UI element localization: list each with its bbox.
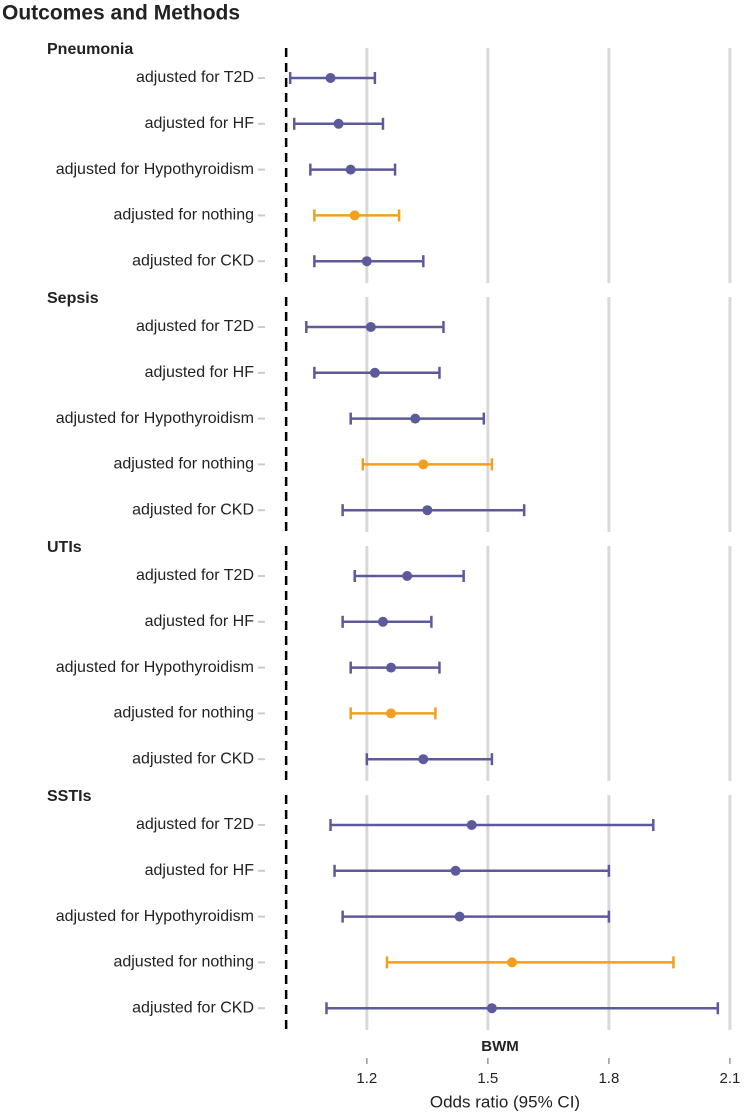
y-tick-label: adjusted for Hypothyroidism bbox=[56, 659, 254, 676]
y-tick-label: adjusted for nothing bbox=[113, 207, 254, 224]
y-tick-label: adjusted for CKD bbox=[132, 750, 254, 767]
y-tick-label: adjusted for CKD bbox=[132, 999, 254, 1016]
panel-title: Sepsis bbox=[47, 290, 99, 307]
y-tick-label: adjusted for nothing bbox=[113, 705, 254, 722]
panel-title: Pneumonia bbox=[47, 41, 133, 58]
point bbox=[377, 616, 388, 627]
point bbox=[369, 367, 380, 378]
y-tick-label: adjusted for T2D bbox=[136, 567, 254, 584]
y-tick-label: adjusted for Hypothyroidism bbox=[56, 908, 254, 925]
y-tick-label: adjusted for CKD bbox=[132, 252, 254, 269]
point bbox=[410, 413, 421, 424]
chart-title: Outcomes and Methods bbox=[2, 2, 240, 25]
point bbox=[365, 322, 376, 332]
y-tick-label: adjusted for nothing bbox=[113, 954, 254, 971]
strip-label: BWM bbox=[481, 1038, 519, 1055]
point bbox=[325, 73, 336, 83]
y-tick-label: adjusted for T2D bbox=[136, 318, 254, 335]
point bbox=[402, 571, 413, 581]
point bbox=[486, 1003, 497, 1014]
point bbox=[418, 459, 429, 470]
y-tick-label: adjusted for CKD bbox=[132, 501, 254, 518]
point bbox=[422, 505, 433, 516]
point bbox=[349, 210, 360, 221]
point bbox=[450, 865, 461, 876]
x-tick-label: 2.1 bbox=[720, 1070, 741, 1087]
point bbox=[361, 256, 372, 267]
point bbox=[386, 662, 397, 673]
point bbox=[333, 118, 344, 129]
x-tick-label: 1.8 bbox=[598, 1070, 619, 1087]
x-tick-label: 1.2 bbox=[356, 1070, 377, 1087]
y-tick-label: adjusted for HF bbox=[145, 364, 255, 381]
y-tick-label: adjusted for Hypothyroidism bbox=[56, 161, 254, 178]
y-tick-label: adjusted for HF bbox=[145, 115, 255, 132]
y-tick-label: adjusted for HF bbox=[145, 613, 255, 630]
x-tick-label: 1.5 bbox=[477, 1070, 498, 1087]
point bbox=[454, 911, 465, 922]
point bbox=[507, 957, 518, 968]
point bbox=[418, 754, 429, 765]
y-tick-label: adjusted for nothing bbox=[113, 456, 254, 473]
panel-title: UTIs bbox=[47, 539, 82, 556]
y-tick-label: adjusted for T2D bbox=[136, 816, 254, 833]
y-tick-label: adjusted for HF bbox=[145, 862, 255, 879]
y-tick-label: adjusted for T2D bbox=[136, 69, 254, 86]
point bbox=[466, 820, 477, 830]
panel-title: SSTIs bbox=[47, 788, 92, 805]
point bbox=[345, 164, 356, 175]
y-tick-label: adjusted for Hypothyroidism bbox=[56, 410, 254, 427]
x-axis-label: Odds ratio (95% CI) bbox=[430, 1092, 580, 1111]
point bbox=[386, 708, 397, 719]
